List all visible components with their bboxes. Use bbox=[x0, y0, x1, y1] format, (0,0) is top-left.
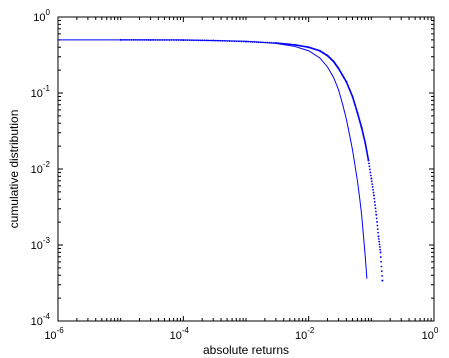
series-point bbox=[285, 43, 288, 45]
series-point bbox=[377, 231, 380, 234]
series-point bbox=[375, 217, 378, 220]
series-point bbox=[368, 165, 371, 168]
series-point bbox=[380, 260, 383, 263]
series-point bbox=[380, 270, 383, 273]
y-tick-label: 100 bbox=[33, 8, 50, 24]
series-point bbox=[381, 279, 384, 282]
series-point bbox=[375, 210, 377, 213]
series-point bbox=[373, 197, 376, 200]
series-point bbox=[372, 188, 374, 191]
series-point bbox=[369, 171, 372, 174]
y-tick-label: 10-1 bbox=[31, 84, 51, 100]
y-tick-label: 10-2 bbox=[31, 160, 51, 176]
series-point bbox=[374, 204, 377, 206]
series-point bbox=[368, 162, 370, 165]
x-tick-labels: 10-6 10-4 10-2 100 bbox=[44, 326, 439, 342]
series-point bbox=[379, 256, 382, 258]
x-tick-label: 10-4 bbox=[170, 326, 190, 342]
x-axis-label: absolute returns bbox=[203, 343, 289, 357]
x-tick-label: 100 bbox=[422, 326, 439, 342]
series-point bbox=[381, 275, 383, 277]
series-point bbox=[374, 207, 377, 210]
series-point bbox=[288, 43, 291, 46]
y-tick-label: 10-4 bbox=[31, 312, 51, 328]
series-point bbox=[367, 159, 370, 162]
series-point bbox=[376, 228, 379, 231]
series-point bbox=[371, 183, 374, 186]
series-point bbox=[379, 248, 382, 251]
series-line bbox=[58, 39, 368, 279]
series-point bbox=[370, 180, 373, 183]
x-tick-label: 10-6 bbox=[44, 326, 64, 342]
tick-marks bbox=[57, 16, 435, 322]
series-point bbox=[369, 174, 372, 177]
series-point bbox=[372, 191, 375, 194]
x-tick-label: 10-2 bbox=[295, 326, 315, 342]
series-point bbox=[372, 194, 375, 197]
series-point bbox=[370, 177, 373, 180]
series-point bbox=[376, 224, 379, 227]
series-point bbox=[378, 246, 381, 248]
series-point bbox=[376, 221, 378, 223]
series-point bbox=[291, 43, 293, 46]
series-layer bbox=[58, 38, 384, 282]
y-tick-labels: 100 10-1 10-2 10-3 10-4 bbox=[31, 8, 51, 328]
series-point bbox=[378, 243, 381, 246]
series-point bbox=[377, 235, 380, 238]
plot-area bbox=[57, 16, 435, 322]
y-tick-label: 10-3 bbox=[31, 236, 51, 252]
y-axis-label: cumulative distribution bbox=[7, 110, 21, 229]
series-point bbox=[289, 43, 292, 46]
series-point bbox=[371, 186, 374, 188]
series-point bbox=[287, 43, 289, 46]
series-point bbox=[380, 265, 383, 268]
series-point bbox=[368, 168, 371, 171]
series-point bbox=[375, 213, 378, 216]
series-point bbox=[378, 240, 381, 243]
series-point bbox=[377, 238, 380, 240]
series-point bbox=[373, 200, 376, 203]
series-point bbox=[379, 251, 382, 254]
